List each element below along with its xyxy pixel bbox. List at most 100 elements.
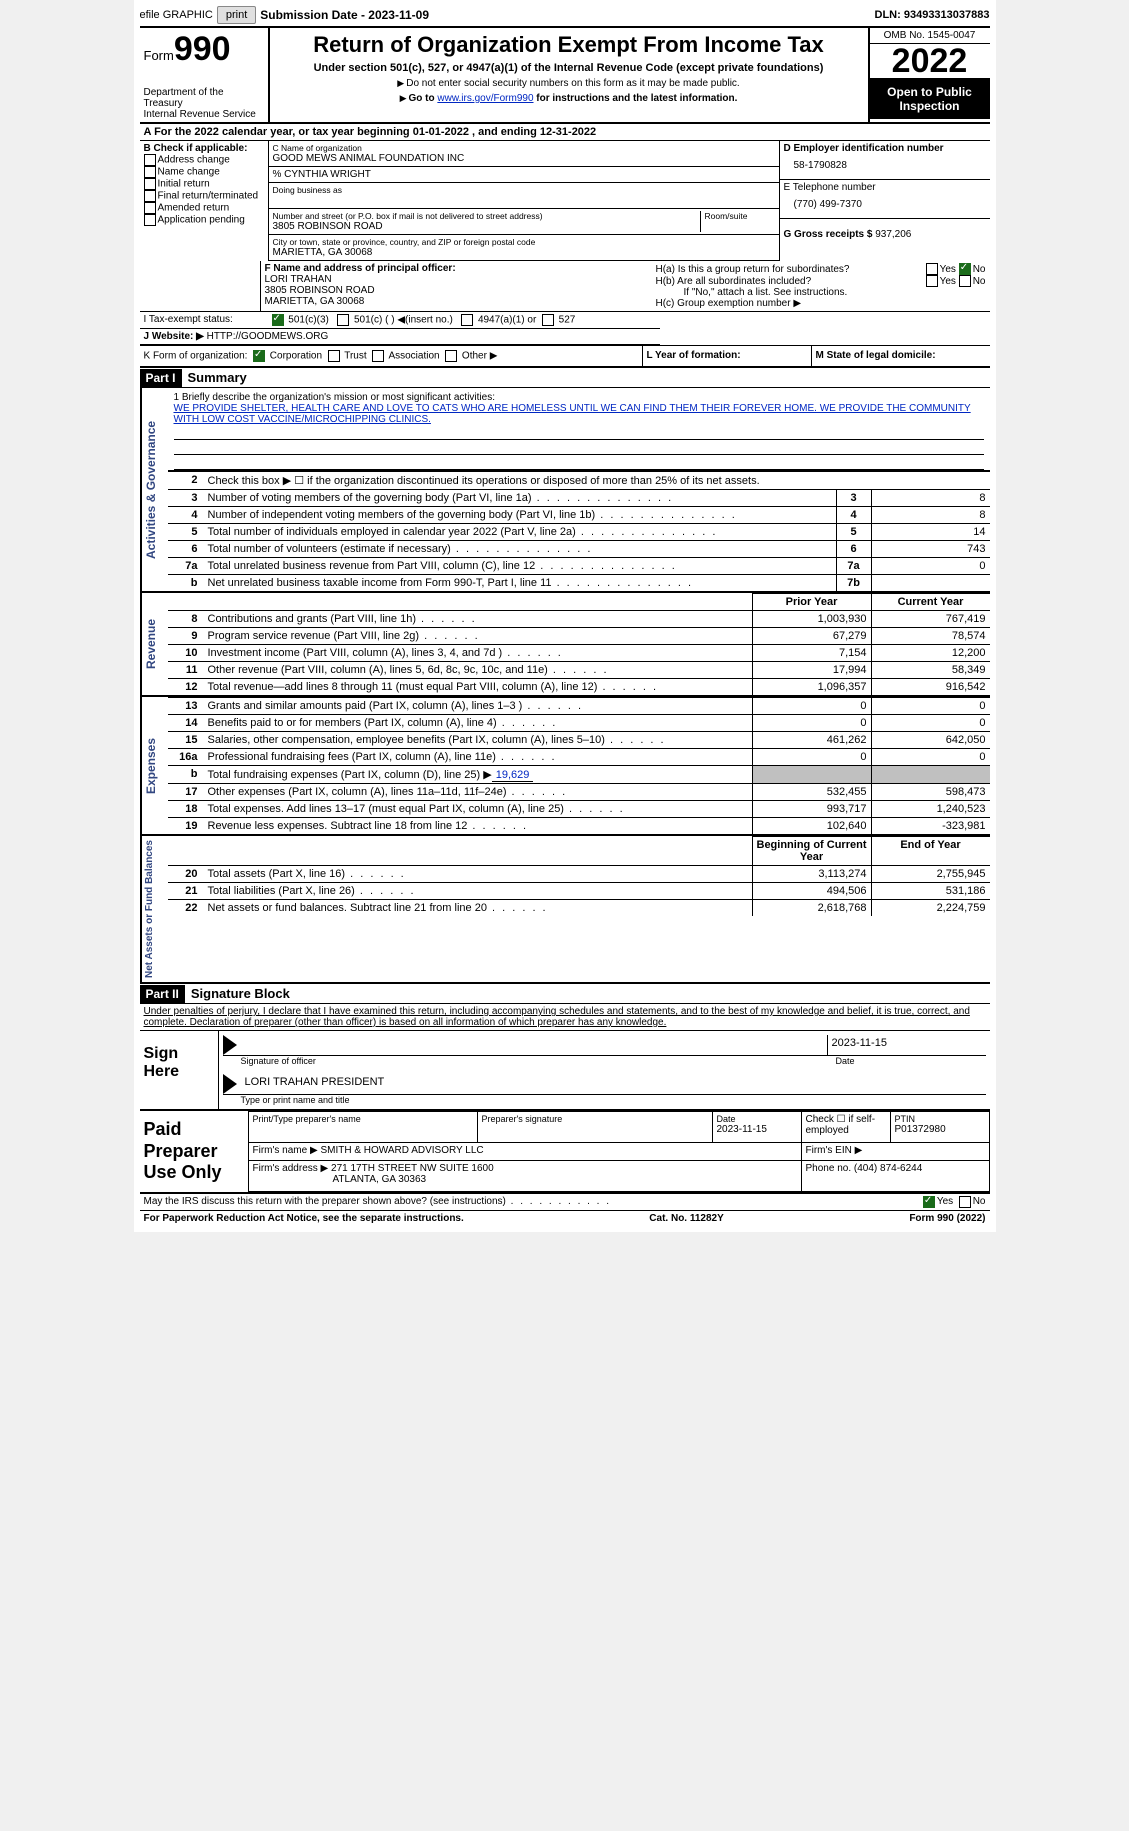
hb-no: No [973, 276, 986, 287]
block-bcdeg: B Check if applicable: Address change Na… [140, 141, 990, 261]
gov-row: 3 Number of voting members of the govern… [168, 490, 990, 507]
chk-501c[interactable] [337, 314, 349, 326]
chk-address-change[interactable] [144, 154, 156, 166]
h-b-label: H(b) Are all subordinates included? [656, 276, 926, 287]
line-2-desc: Check this box ▶ ☐ if the organization d… [204, 472, 990, 490]
mission-text: WE PROVIDE SHELTER, HEALTH CARE AND LOVE… [174, 403, 984, 425]
part-2-title: Signature Block [191, 984, 290, 1003]
chk-corp[interactable] [253, 350, 265, 362]
dept-treasury: Department of the Treasury Internal Reve… [144, 87, 264, 120]
data-row: 20 Total assets (Part X, line 16) 3,113,… [168, 866, 990, 883]
chk-hb-yes[interactable] [926, 275, 938, 287]
f-label: F Name and address of principal officer: [265, 263, 456, 274]
chk-527[interactable] [542, 314, 554, 326]
prep-ptin-val: P01372980 [895, 1124, 985, 1135]
header-left: Form990 Department of the Treasury Inter… [140, 28, 270, 122]
part-1-title: Summary [188, 368, 247, 387]
gov-row: 5 Total number of individuals employed i… [168, 524, 990, 541]
care-of: % CYNTHIA WRIGHT [273, 169, 775, 180]
print-button[interactable]: print [217, 6, 256, 24]
chk-discuss-no[interactable] [959, 1196, 971, 1208]
form-footer: Form 990 (2022) [909, 1213, 985, 1224]
chk-other[interactable] [445, 350, 457, 362]
expenses-table: 13 Grants and similar amounts paid (Part… [168, 697, 990, 834]
officer-addr2: MARIETTA, GA 30068 [265, 296, 365, 307]
sign-here-row: Sign Here 2023-11-15 Signature of office… [140, 1031, 990, 1111]
data-row: 22 Net assets or fund balances. Subtract… [168, 900, 990, 917]
d-ein-cell: D Employer identification number 58-1790… [780, 141, 990, 180]
discuss-no: No [973, 1196, 986, 1208]
form-note-1: Do not enter social security numbers on … [276, 78, 862, 89]
c-care-cell: % CYNTHIA WRIGHT [268, 167, 779, 183]
officer-sign-date: 2023-11-15 [827, 1035, 986, 1055]
chk-ha-yes[interactable] [926, 263, 938, 275]
chk-ha-no[interactable] [959, 263, 971, 275]
c-dba-cell: Doing business as [268, 183, 779, 209]
chk-trust[interactable] [328, 350, 340, 362]
opt-initial-return: Initial return [158, 179, 210, 190]
prep-ptin-label: PTIN [895, 1114, 985, 1124]
gov-row: b Net unrelated business taxable income … [168, 575, 990, 592]
prep-self-employed: Check ☐ if self-employed [801, 1112, 890, 1143]
website-value: HTTP://GOODMEWS.ORG [207, 331, 329, 342]
k-form-org: K Form of organization: Corporation Trus… [140, 346, 642, 366]
l-label: L Year of formation: [647, 350, 741, 361]
chk-4947[interactable] [461, 314, 473, 326]
city-label: City or town, state or province, country… [273, 237, 775, 247]
form-title: Return of Organization Exempt From Incom… [276, 32, 862, 58]
opt-amended-return: Amended return [158, 203, 230, 214]
prep-date-label: Date [717, 1114, 797, 1124]
form-prefix: Form [144, 48, 174, 63]
form-note-2: Go to www.irs.gov/Form990 for instructio… [276, 93, 862, 104]
chk-hb-no[interactable] [959, 275, 971, 287]
phone-value: (770) 499-7370 [784, 193, 986, 216]
row-a-prefix: A For the 2022 calendar year, or tax yea… [144, 126, 413, 138]
chk-501c3[interactable] [272, 314, 284, 326]
governance-table: 2Check this box ▶ ☐ if the organization … [168, 471, 990, 591]
firm-name-label: Firm's name ▶ [253, 1145, 318, 1156]
opt-assoc: Association [388, 351, 439, 362]
data-row: 8 Contributions and grants (Part VIII, l… [168, 611, 990, 628]
d-label: D Employer identification number [784, 143, 986, 154]
header-right: OMB No. 1545-0047 2022 Open to Public In… [868, 28, 990, 122]
sign-arrow-icon-2 [223, 1074, 237, 1094]
c-name-label: C Name of organization [273, 143, 775, 153]
gov-row: 4 Number of independent voting members o… [168, 507, 990, 524]
addr-label: Number and street (or P.O. box if mail i… [273, 211, 700, 221]
prep-date-val: 2023-11-15 [717, 1124, 797, 1135]
dln-number: DLN: 93493313037883 [875, 9, 990, 21]
firm-phone-val: (404) 874-6244 [854, 1163, 922, 1174]
form-990-num: 990 [174, 30, 231, 68]
chk-application-pending[interactable] [144, 214, 156, 226]
paid-preparer-block: Paid Preparer Use Only Print/Type prepar… [140, 1111, 990, 1194]
line-16b-desc: Total fundraising expenses (Part IX, col… [204, 766, 753, 784]
irs-link[interactable]: www.irs.gov/Form990 [437, 93, 533, 104]
chk-amended-return[interactable] [144, 202, 156, 214]
ha-no: No [973, 264, 986, 275]
chk-name-change[interactable] [144, 166, 156, 178]
m-label: M State of legal domicile: [816, 350, 936, 361]
pra-notice: For Paperwork Reduction Act Notice, see … [144, 1213, 464, 1224]
g-gross-cell: G Gross receipts $ 937,206 [780, 219, 990, 242]
row-j-website: J Website: ▶ HTTP://GOODMEWS.ORG [140, 329, 660, 345]
chk-initial-return[interactable] [144, 178, 156, 190]
row-a-mid: , and ending [472, 126, 540, 138]
row-a-calendar-year: A For the 2022 calendar year, or tax yea… [140, 124, 990, 141]
row-i-j: I Tax-exempt status: 501(c)(3) 501(c) ( … [140, 312, 990, 346]
data-row: 16a Professional fundraising fees (Part … [168, 749, 990, 766]
part-1-header: Part I Summary [140, 368, 990, 388]
part-2-label: Part II [140, 985, 185, 1003]
data-row: 11 Other revenue (Part VIII, column (A),… [168, 662, 990, 679]
chk-discuss-yes[interactable] [923, 1196, 935, 1208]
chk-final-return[interactable] [144, 190, 156, 202]
hb-yes: Yes [940, 276, 956, 287]
efile-graphic-label: efile GRAPHIC [140, 9, 213, 21]
sign-here-content: 2023-11-15 Signature of officer Date LOR… [218, 1031, 990, 1109]
org-city: MARIETTA, GA 30068 [273, 247, 775, 258]
mission-block: 1 Briefly describe the organization's mi… [168, 388, 990, 471]
opt-4947: 4947(a)(1) or [478, 315, 536, 326]
org-name: GOOD MEWS ANIMAL FOUNDATION INC [273, 153, 775, 164]
chk-assoc[interactable] [372, 350, 384, 362]
opt-name-change: Name change [158, 167, 220, 178]
data-row: 9 Program service revenue (Part VIII, li… [168, 628, 990, 645]
